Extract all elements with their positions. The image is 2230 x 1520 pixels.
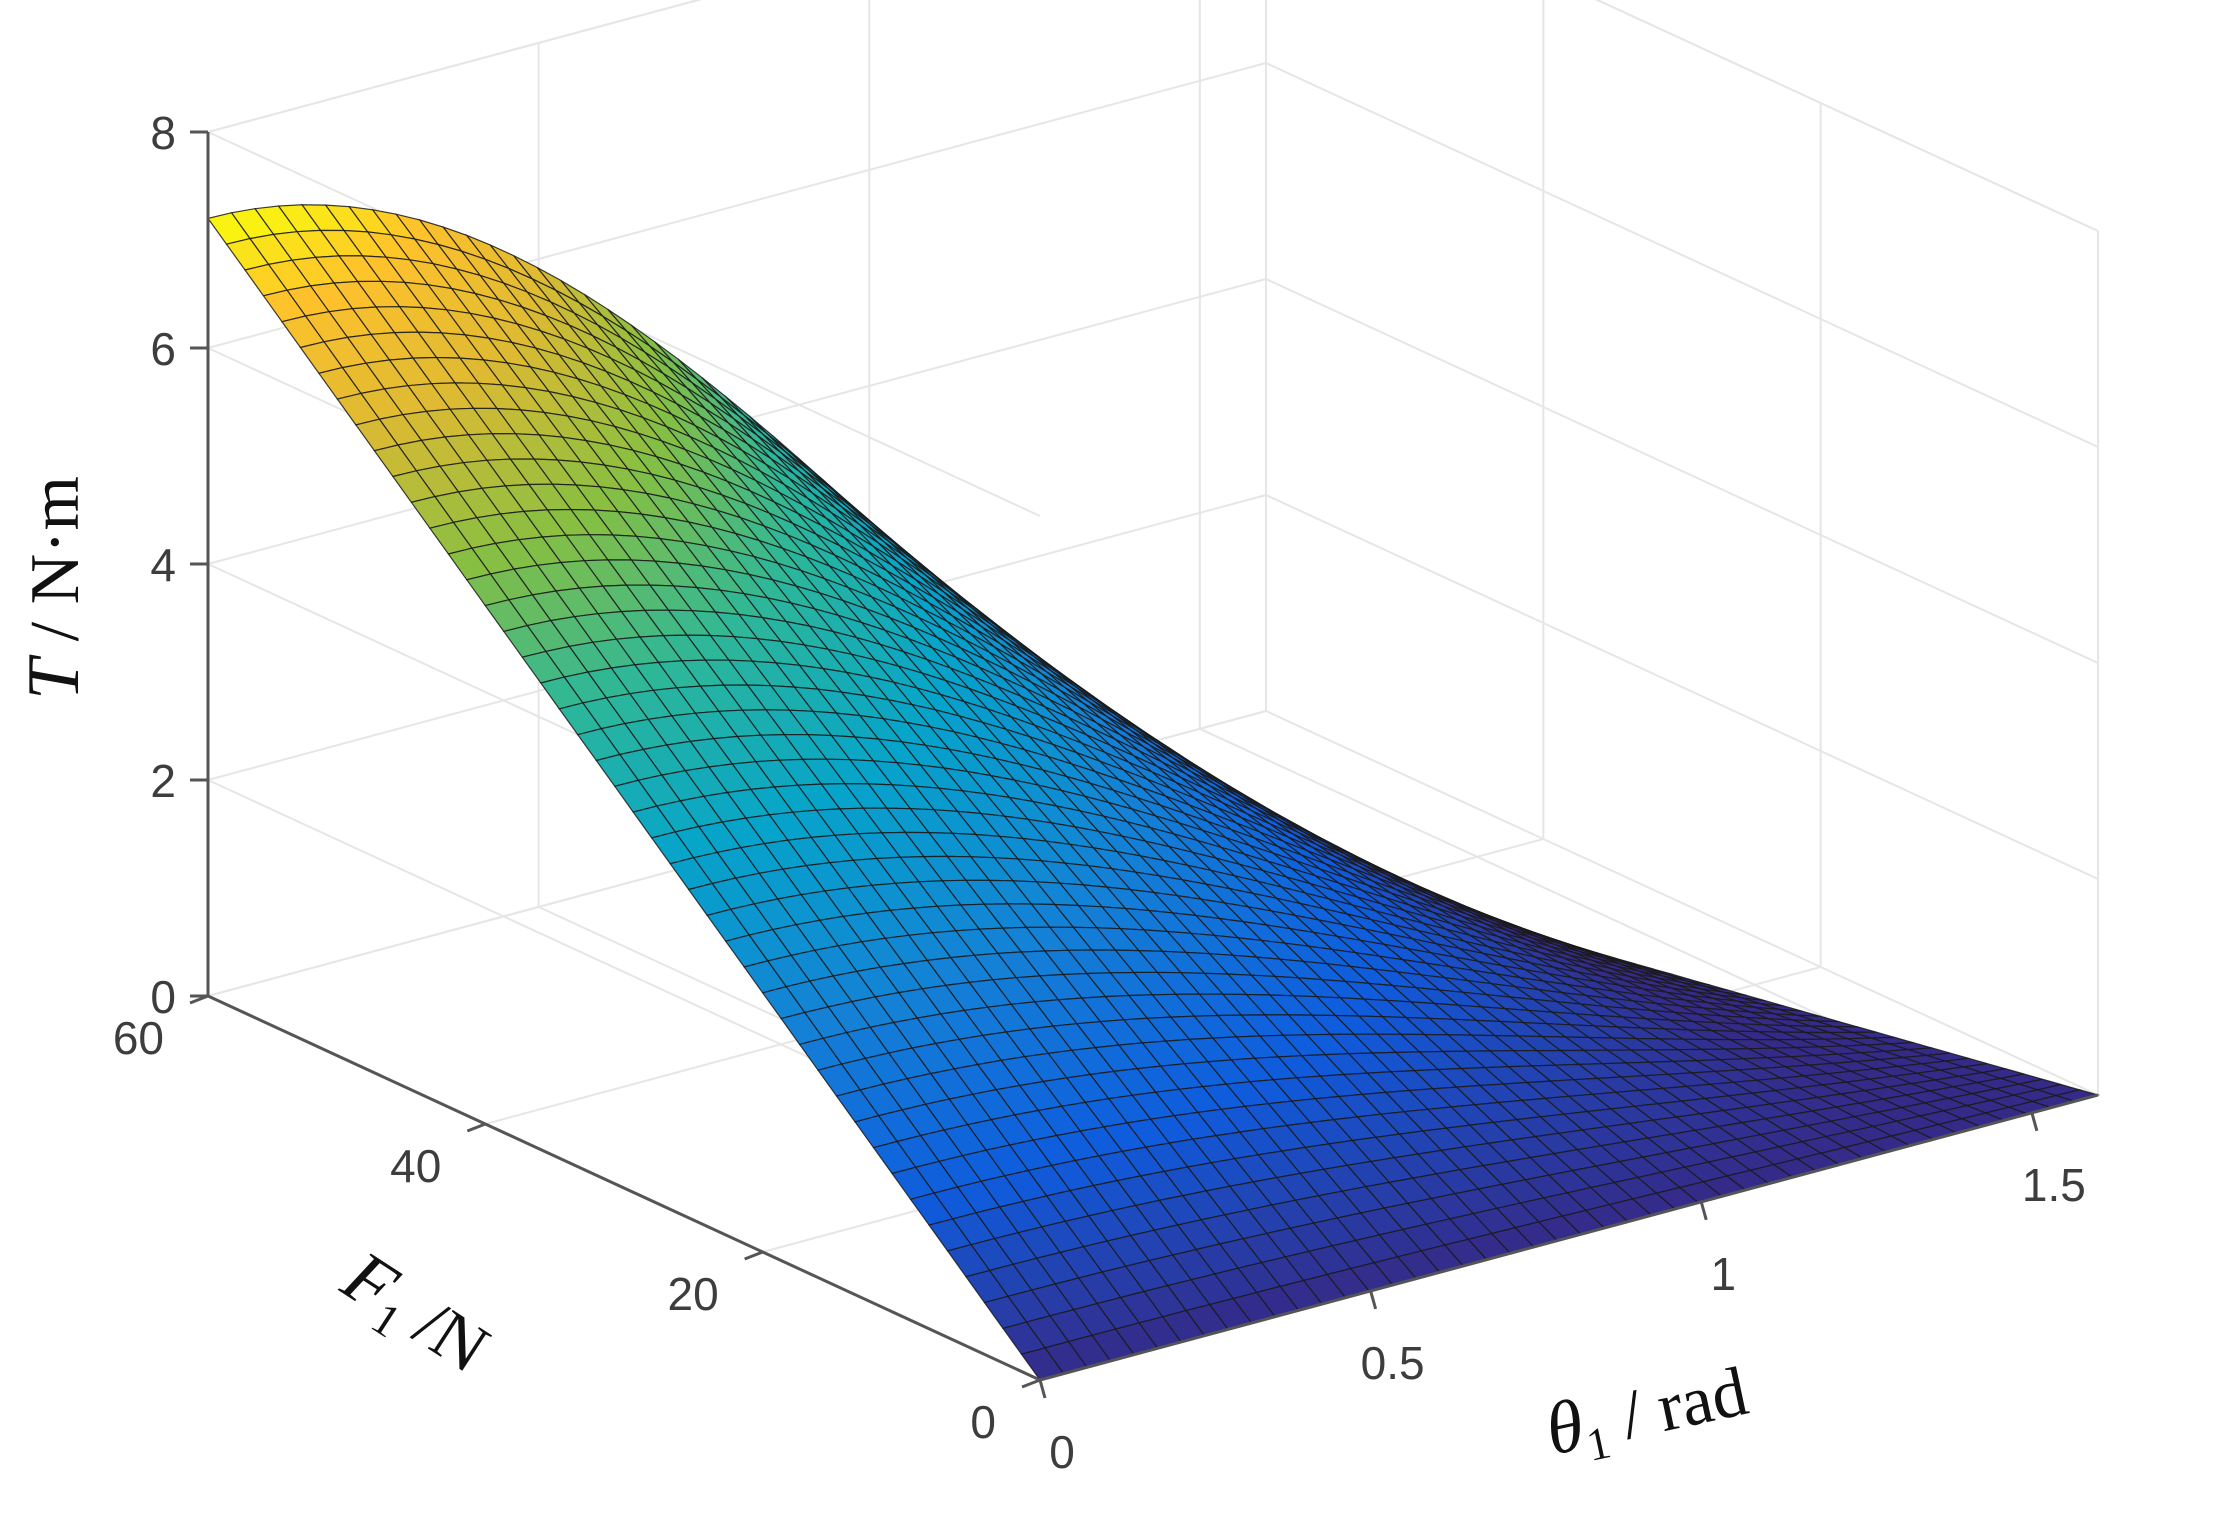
y-tick-mark [744,1250,764,1261]
gridline-z-side [1595,0,2099,232]
x-tick-mark [1038,1379,1047,1399]
z-tick-label: 6 [150,323,176,375]
gridline-z-side [1265,278,2099,664]
x-tick-label: 1 [1710,1248,1736,1300]
z-tick-label: 4 [150,539,176,591]
y-tick-label: 20 [667,1268,718,1320]
x-tick-mark [1369,1290,1378,1310]
x-tick-label: 0.5 [1361,1337,1425,1389]
y-tick-mark [466,1122,486,1133]
z-axis-label-unit: / N·m [17,476,94,659]
z-axis-label-symbol: T [13,654,95,700]
gridline-z-side [1265,494,2099,880]
z-tick-label: 0 [150,971,176,1023]
gridline-z-back [207,0,702,133]
x-tick-mark [1699,1201,1708,1221]
x-tick-label: 1.5 [2022,1159,2086,1211]
y-tick-mark [189,994,209,1005]
y-axis-line [207,994,1041,1382]
x-tick-label: 0 [1049,1426,1075,1478]
x-axis-label: θ1 / rad [1538,1349,1755,1478]
y-tick-label: 40 [390,1140,441,1192]
y-axis-label-unit: /N [386,1276,501,1388]
gridline-z-side [1265,62,2099,448]
z-axis-label: T / N·m [13,476,95,700]
z-tick-label: 8 [150,107,176,159]
gridline-z-side [1265,710,2099,1096]
y-tick-mark [1021,1378,1041,1389]
x-axis-line [1039,1093,2099,1382]
x-tick-mark [2030,1112,2039,1132]
y-axis-label: F1 /N [324,1235,504,1395]
gridline-top-side [1595,0,2099,232]
x-axis-label-unit: / rad [1597,1353,1754,1458]
gridline-top-back [207,0,702,133]
y-tick-label: 0 [970,1396,996,1448]
axes [189,130,2099,1399]
y-tick-label: 60 [113,1012,164,1064]
z-tick-label: 2 [150,755,176,807]
surface [206,204,2101,1381]
